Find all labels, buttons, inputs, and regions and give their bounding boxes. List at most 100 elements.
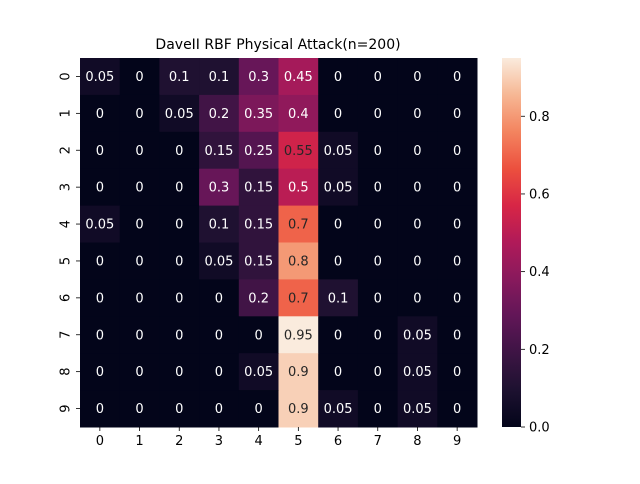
heatmap-cell-label: 0 bbox=[135, 181, 143, 196]
x-tick-label: 6 bbox=[334, 434, 342, 449]
heatmap-cell-label: 0 bbox=[334, 365, 342, 380]
heatmap-cell-label: 0 bbox=[453, 181, 461, 196]
heatmap-cell-label: 0 bbox=[135, 328, 143, 343]
heatmap-cell bbox=[199, 353, 240, 391]
heatmap-cell bbox=[119, 58, 160, 96]
heatmap-cell bbox=[437, 131, 478, 170]
heatmap-cell bbox=[199, 168, 240, 207]
heatmap-cell bbox=[318, 279, 359, 317]
y-tick-label: 1 bbox=[59, 109, 74, 117]
heatmap-cell bbox=[80, 205, 121, 243]
heatmap-cell-label: 0 bbox=[215, 402, 223, 417]
heatmap-cell bbox=[397, 353, 438, 391]
heatmap-cell-label: 0.05 bbox=[324, 181, 353, 196]
heatmap-cell-label: 0 bbox=[96, 181, 104, 196]
heatmap-cell bbox=[80, 390, 121, 428]
heatmap-cell-label: 0.1 bbox=[169, 70, 190, 85]
heatmap-cell bbox=[397, 242, 438, 280]
heatmap-cell bbox=[278, 279, 319, 317]
y-tick-label: 9 bbox=[59, 404, 74, 412]
heatmap-cell bbox=[318, 168, 359, 207]
heatmap-cell bbox=[397, 316, 438, 354]
heatmap-cell bbox=[238, 316, 279, 354]
x-tick-label: 2 bbox=[175, 434, 183, 449]
heatmap-cell-label: 0.2 bbox=[209, 107, 230, 122]
y-tick-label: 4 bbox=[59, 220, 74, 228]
heatmap-cell bbox=[119, 131, 160, 170]
heatmap-cell bbox=[238, 131, 279, 170]
heatmap-cell bbox=[119, 353, 160, 391]
heatmap-cell bbox=[119, 390, 160, 428]
heatmap-cell-label: 0 bbox=[96, 144, 104, 159]
heatmap-cell bbox=[238, 58, 279, 96]
heatmap-cell bbox=[199, 279, 240, 317]
heatmap-cell-label: 0 bbox=[413, 107, 421, 122]
heatmap-cell bbox=[357, 390, 399, 428]
heatmap-cell-label: 0 bbox=[175, 218, 183, 233]
heatmap-cell bbox=[357, 279, 399, 317]
heatmap-cell-label: 0 bbox=[453, 328, 461, 343]
heatmap-cell-label: 0 bbox=[413, 181, 421, 196]
y-tick-label: 3 bbox=[59, 183, 74, 191]
heatmap-cell-label: 0.05 bbox=[165, 107, 194, 122]
heatmap-cell-label: 0.35 bbox=[244, 107, 273, 122]
heatmap-cell bbox=[159, 168, 200, 207]
y-tick-label: 5 bbox=[59, 257, 74, 265]
heatmap-cell-label: 0.05 bbox=[324, 402, 353, 417]
heatmap-cell bbox=[357, 131, 399, 170]
heatmap-cell-label: 0 bbox=[215, 365, 223, 380]
heatmap-cell bbox=[437, 316, 478, 354]
heatmap-cell-label: 0 bbox=[374, 402, 382, 417]
y-tick-label: 2 bbox=[59, 146, 74, 154]
heatmap-cell bbox=[80, 58, 121, 96]
heatmap-cell-label: 0.15 bbox=[204, 144, 233, 159]
x-tick-label: 4 bbox=[255, 434, 263, 449]
heatmap-cell-label: 0 bbox=[215, 291, 223, 306]
heatmap-cell bbox=[199, 58, 240, 96]
heatmap-cell-label: 0.05 bbox=[85, 70, 114, 85]
x-axis: 0 1 2 3 4 5 6 7 8 9 bbox=[96, 427, 461, 449]
heatmap-cell bbox=[199, 242, 240, 280]
heatmap-cell bbox=[238, 242, 279, 280]
heatmap-cell-label: 0 bbox=[135, 218, 143, 233]
heatmap-cell bbox=[80, 168, 121, 207]
heatmap-cell-label: 0 bbox=[175, 144, 183, 159]
heatmap-cell bbox=[119, 94, 160, 133]
y-tick-label: 0 bbox=[59, 72, 74, 80]
heatmap-cell bbox=[437, 205, 478, 243]
heatmap-cell-label: 0 bbox=[453, 365, 461, 380]
heatmap-cell bbox=[437, 242, 478, 280]
heatmap-cell-label: 0 bbox=[175, 254, 183, 269]
heatmap-cell-label: 0.8 bbox=[288, 254, 309, 269]
heatmap-cell-label: 0 bbox=[413, 218, 421, 233]
y-tick-label: 8 bbox=[59, 368, 74, 376]
heatmap-cell bbox=[437, 58, 478, 96]
heatmap-cell bbox=[80, 353, 121, 391]
heatmap-cell-label: 0.05 bbox=[204, 254, 233, 269]
heatmap-cell bbox=[437, 94, 478, 133]
heatmap-cell-label: 0.9 bbox=[288, 365, 309, 380]
y-tick-label: 7 bbox=[59, 331, 74, 339]
heatmap-cells bbox=[80, 58, 478, 428]
heatmap-cell bbox=[238, 390, 279, 428]
colorbar-tick-label: 0.2 bbox=[529, 343, 550, 358]
heatmap-cell bbox=[238, 205, 279, 243]
heatmap-cell bbox=[357, 242, 399, 280]
heatmap-cell-label: 0 bbox=[453, 107, 461, 122]
heatmap-cell-label: 0 bbox=[374, 107, 382, 122]
heatmap-cell-label: 0.5 bbox=[288, 181, 309, 196]
heatmap-cell-label: 0 bbox=[413, 70, 421, 85]
heatmap-cell-label: 0 bbox=[135, 144, 143, 159]
heatmap-cell-label: 0.15 bbox=[244, 181, 273, 196]
heatmap-cell-label: 0 bbox=[175, 402, 183, 417]
heatmap-cell bbox=[318, 58, 359, 96]
heatmap-cell-label: 0.2 bbox=[248, 291, 269, 306]
heatmap-cell bbox=[80, 131, 121, 170]
heatmap-cell bbox=[318, 205, 359, 243]
heatmap-cell-label: 0 bbox=[96, 254, 104, 269]
heatmap-cell-label: 0.25 bbox=[244, 144, 273, 159]
heatmap-cell-label: 0 bbox=[453, 144, 461, 159]
heatmap-cell bbox=[238, 279, 279, 317]
heatmap-cell bbox=[238, 168, 279, 207]
